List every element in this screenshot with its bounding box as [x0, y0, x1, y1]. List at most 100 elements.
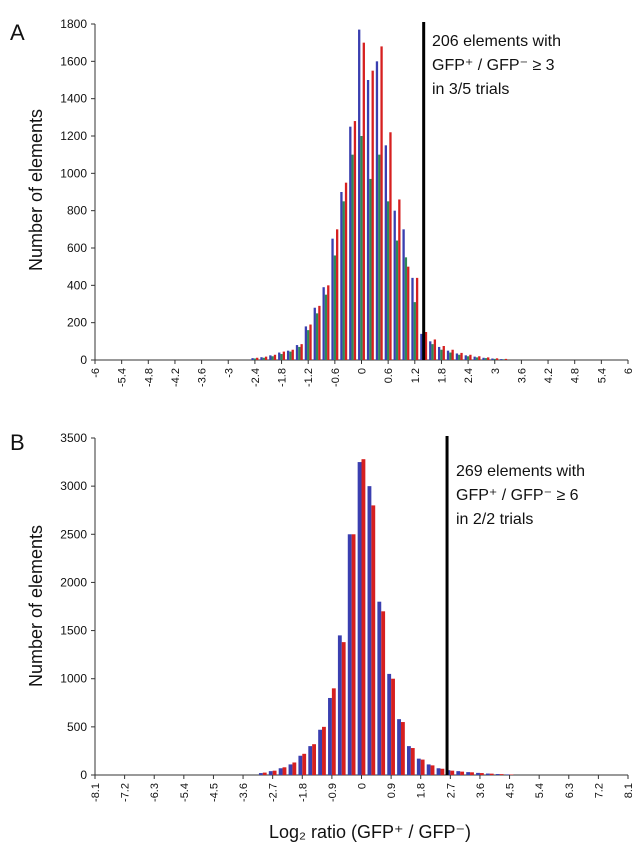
panel-b-bar	[476, 772, 480, 775]
panel-b-bar	[322, 726, 326, 775]
panel-a-bar	[271, 356, 274, 360]
panel-b-bar	[499, 774, 504, 775]
panel-a-bar	[440, 349, 443, 360]
panel-a-bar	[307, 330, 310, 360]
panel-a-bar	[455, 353, 459, 360]
panel-a-bar	[446, 350, 450, 360]
panel-a-x-tick-label: -3	[223, 368, 235, 378]
panel-a-bar	[358, 29, 361, 360]
panel-b-bar	[450, 770, 455, 775]
panel-b-bar	[262, 772, 267, 775]
panel-a-bar	[324, 294, 328, 360]
panel-a-bar	[344, 182, 348, 360]
panel-a-x-tick-label: 6	[623, 368, 635, 374]
panel-a-annotation-line-2: GFP⁺ / GFP⁻ ≥ 3	[432, 57, 555, 74]
panel-a-bar	[460, 352, 463, 360]
panel-a-bar	[340, 192, 343, 360]
panel-a-y-tick-label: 0	[80, 353, 87, 367]
panel-a-x-tick-label: -3.6	[197, 368, 209, 387]
panel-b-x-tick-label: -0.9	[327, 783, 339, 802]
panel-a-bar	[342, 201, 345, 360]
panel-b-bar	[288, 764, 293, 775]
panel-a-x-tick-label: 0	[357, 368, 369, 374]
panel-a-bar	[369, 178, 372, 360]
panel-b-bar	[312, 744, 316, 775]
panel-b-y-tick-label: 1000	[60, 672, 87, 686]
panel-b-bar	[331, 688, 336, 775]
panel-a-bar	[478, 356, 481, 360]
panel-a-x-tick-label: 3	[490, 368, 502, 374]
panel-a-bar	[295, 345, 299, 360]
panel-b-bar	[341, 642, 346, 775]
panel-b-x-tick-label: -7.2	[120, 783, 132, 802]
panel-b-y-tick-label: 3000	[60, 479, 87, 493]
panel-b-bar	[381, 611, 386, 775]
panel-b-bar	[505, 774, 510, 775]
panel-b-bar	[420, 759, 425, 775]
panel-a-bar	[415, 277, 419, 360]
panel-b-x-tick-label: 4.5	[505, 783, 517, 798]
panel-a-bar	[451, 349, 454, 360]
panel-b-bar	[416, 758, 421, 775]
panel-a-bar	[286, 350, 290, 360]
panel-a-y-tick-label: 600	[67, 241, 87, 255]
panel-a-bar	[407, 266, 410, 360]
panel-a-bar	[318, 305, 321, 360]
panel-b-y-tick-label: 0	[80, 768, 87, 782]
panel-a-bar	[431, 344, 434, 360]
panel-a-annotation-line-1: 206 elements with	[432, 33, 561, 50]
panel-b-bar	[328, 697, 332, 775]
panel-a-y-tick-label: 400	[67, 278, 87, 292]
panel-a-bar	[389, 132, 392, 360]
panel-a-bar	[404, 257, 408, 360]
panel-a-x-tick-label: -4.8	[143, 368, 155, 387]
panel-b-bar	[470, 772, 474, 775]
panel-a-bars	[251, 29, 508, 361]
panel-a-bar	[327, 285, 330, 360]
panel-b-x-tick-label: 0.9	[386, 783, 398, 798]
panel-a-x-tick-label: 1.2	[410, 368, 422, 383]
panel-b-bar	[479, 773, 484, 775]
panel-b-bars	[258, 459, 514, 775]
panel-b-x-tick-label: -2.7	[268, 783, 280, 802]
panel-b-x-tick-label: 7.2	[593, 783, 605, 798]
panel-b-bar	[387, 673, 392, 775]
panel-b-x-tick-label: 1.8	[416, 783, 428, 798]
panel-a-bar	[322, 287, 325, 360]
panel-a-bar	[504, 358, 508, 360]
panel-b-bar	[357, 462, 362, 775]
panel-a-y-tick-label: 1000	[60, 166, 87, 180]
panel-b-y-tick-label: 2000	[60, 575, 87, 589]
panel-b-x-tick-label: -6.3	[149, 783, 161, 802]
panel-a-bar	[304, 326, 308, 360]
panel-b-bar	[426, 764, 431, 775]
panel-a-x-tick-label: 4.8	[570, 368, 582, 383]
panel-b-bar	[436, 768, 441, 775]
panel-a-x-tick-label: -2.4	[250, 368, 262, 387]
panel-b: B Number of elements 0 500 1000 1500 2000 250…	[10, 430, 635, 842]
panel-a-bar	[349, 126, 352, 361]
panel-a-x-tick-label: 1.8	[436, 368, 448, 383]
panel-b-bar	[460, 771, 465, 775]
panel-a-bar	[309, 324, 312, 360]
panel-a-bar	[384, 145, 387, 360]
panel-a-y-tick-label: 800	[67, 204, 87, 218]
panel-a-y-tick-label: 200	[67, 316, 87, 330]
panel-letter-b: B	[10, 430, 25, 455]
panel-b-x-tick-label: 5.4	[534, 783, 546, 798]
panel-b-x-tick-label: -5.4	[179, 783, 191, 802]
panel-b-bar	[440, 768, 445, 775]
panel-a-bar	[353, 121, 357, 360]
panel-a-bar	[278, 352, 281, 360]
panel-a-bar	[495, 358, 499, 360]
panel-b-bar	[292, 762, 297, 775]
panel-a-bar	[464, 355, 467, 360]
panel-a-bar	[493, 358, 496, 360]
panel-b-bar	[495, 774, 500, 775]
panel-b-bar	[278, 768, 283, 775]
panel-a-bar	[260, 357, 263, 360]
panel-b-bar	[397, 719, 401, 775]
panel-a-bar	[398, 199, 401, 360]
panel-b-y-tick-label: 1500	[60, 624, 87, 638]
